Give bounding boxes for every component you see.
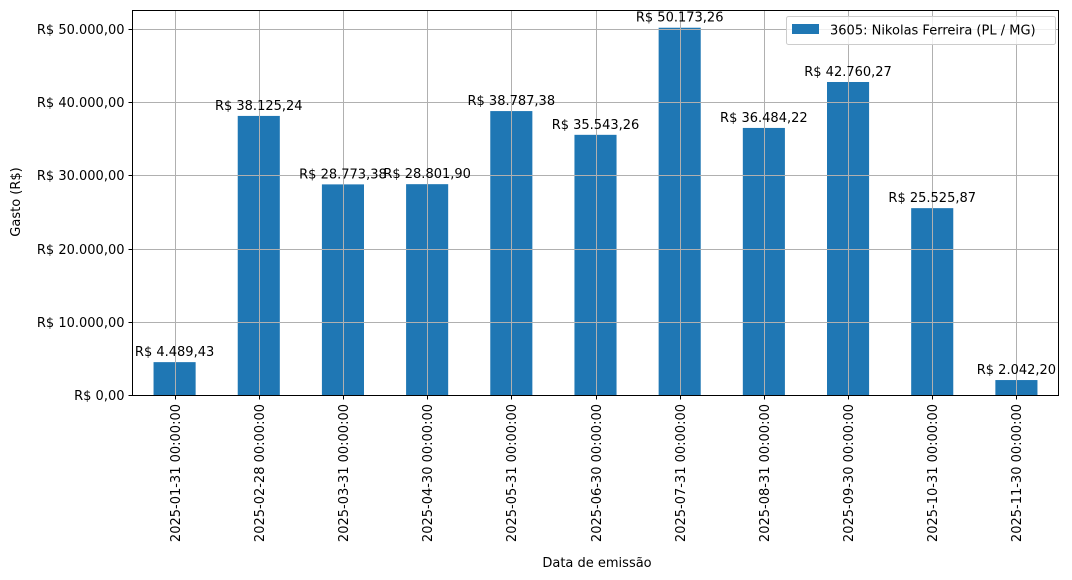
bar-value-label: R$ 2.042,20: [977, 363, 1056, 378]
bar: [742, 127, 785, 395]
legend-swatch: [792, 24, 819, 34]
bar-value-label: R$ 25.525,87: [888, 191, 976, 206]
axes-frame: [132, 10, 1059, 396]
x-tick-label: 2025-03-31 00:00:00: [337, 404, 352, 542]
x-tick-label: 2025-05-31 00:00:00: [505, 404, 520, 542]
legend-label: 3605: Nikolas Ferreira (PL / MG): [830, 24, 1036, 39]
bar: [321, 184, 364, 395]
bar-value-label: R$ 36.484,22: [720, 111, 808, 126]
x-tick-label: 2025-04-30 00:00:00: [421, 404, 436, 542]
legend: 3605: Nikolas Ferreira (PL / MG): [786, 16, 1056, 45]
x-tick-label: 2025-08-31 00:00:00: [758, 404, 773, 542]
x-tick-label: 2025-02-28 00:00:00: [253, 404, 268, 542]
bar-value-label: R$ 50.173,26: [636, 11, 724, 26]
y-tick-label: R$ 0,00: [74, 389, 124, 404]
bar-value-label: R$ 42.760,27: [804, 65, 892, 80]
bar-value-label: R$ 4.489,43: [135, 345, 214, 360]
y-tick-label: R$ 10.000,00: [37, 316, 125, 331]
x-tick-label: 2025-10-31 00:00:00: [926, 404, 941, 542]
bar: [574, 134, 617, 395]
bar-value-label: R$ 38.125,24: [215, 99, 303, 114]
x-tick-label: 2025-07-31 00:00:00: [674, 404, 689, 542]
bar-value-labels: R$ 4.489,43 R$ 38.125,24 R$ 28.773,38R$ 28…: [135, 11, 1056, 378]
legend-box: [786, 16, 1056, 45]
bar: [237, 115, 280, 395]
y-tick-label: R$ 50.000,00: [37, 23, 125, 38]
x-axis-ticks: 2025-01-31 00:00:00 2025-02-28 00:00:00 20…: [169, 395, 1025, 542]
bar-value-label: R$ 28.801,90: [383, 167, 471, 182]
x-axis-label: Data de emissão: [542, 556, 651, 571]
bar-value-label: R$ 28.773,38: [299, 167, 387, 182]
y-axis-ticks: R$ 0,00 R$ 10.000,00 R$ 20.000,00 R$ 30.000…: [37, 23, 133, 404]
x-tick-label: 2025-06-30 00:00:00: [590, 404, 605, 542]
bar-value-label: R$ 38.787,38: [468, 94, 556, 109]
bar: [658, 27, 701, 395]
bar: [153, 362, 196, 395]
y-tick-label: R$ 20.000,00: [37, 243, 125, 258]
x-tick-label: 2025-11-30 00:00:00: [1010, 404, 1025, 542]
y-axis-label: Gasto (R$): [9, 167, 24, 236]
y-tick-label: R$ 30.000,00: [37, 169, 125, 184]
y-tick-label: R$ 40.000,00: [37, 96, 125, 111]
bars: [132, 10, 1059, 396]
x-tick-label: 2025-01-31 00:00:00: [169, 404, 184, 542]
x-tick-label: 2025-09-30 00:00:00: [842, 404, 857, 542]
bar-value-label: R$ 35.543,26: [552, 118, 640, 133]
